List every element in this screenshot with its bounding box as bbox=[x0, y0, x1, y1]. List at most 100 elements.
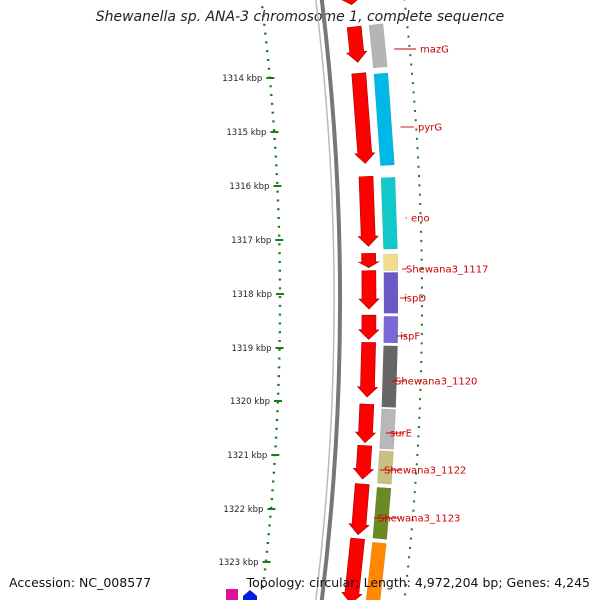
gene-block[interactable] bbox=[372, 486, 392, 540]
outer-tick bbox=[406, 574, 409, 577]
gene-label-mazG[interactable]: mazG bbox=[420, 45, 449, 56]
inner-tick bbox=[272, 480, 275, 483]
outer-tick bbox=[420, 249, 423, 252]
inner-tick bbox=[267, 533, 270, 536]
inner-tick bbox=[278, 304, 282, 307]
gene-block[interactable] bbox=[383, 272, 399, 314]
inner-tick bbox=[266, 542, 270, 544]
outer-tick bbox=[405, 17, 408, 20]
gene-block[interactable] bbox=[381, 345, 398, 408]
gene-label-surE[interactable]: surE bbox=[390, 429, 412, 440]
topology-summary: Topology: circular; Length: 4,972,204 bp… bbox=[246, 575, 590, 590]
inner-tick bbox=[276, 199, 280, 202]
forward-gene-arrow[interactable] bbox=[354, 403, 377, 444]
inner-tick bbox=[278, 313, 282, 316]
gene-label-Shewana3_1123[interactable]: Shewana3_1123 bbox=[378, 514, 460, 525]
inner-tick bbox=[278, 331, 281, 334]
inner-tick bbox=[274, 146, 277, 149]
outer-tick bbox=[415, 128, 418, 131]
inner-tick bbox=[277, 217, 280, 220]
gene-label-Shewana3_1122[interactable]: Shewana3_1122 bbox=[384, 466, 466, 477]
inner-tick bbox=[266, 58, 270, 61]
inner-tick bbox=[272, 471, 276, 474]
forward-gene-arrow[interactable] bbox=[356, 342, 379, 398]
forward-gene-arrow[interactable] bbox=[358, 314, 380, 340]
inner-tick bbox=[273, 137, 276, 140]
inner-tick bbox=[274, 436, 278, 439]
outer-tick bbox=[415, 137, 418, 140]
inner-tick bbox=[270, 94, 273, 97]
inner-tick bbox=[273, 462, 276, 465]
outer-tick bbox=[411, 519, 414, 522]
gene-label-pyrG[interactable]: pyrG bbox=[418, 123, 442, 134]
gene-block[interactable] bbox=[368, 23, 388, 69]
outer-tick bbox=[420, 268, 423, 271]
forward-gene-arrow[interactable] bbox=[348, 483, 370, 536]
inner-tick bbox=[274, 445, 277, 448]
outer-tick bbox=[414, 481, 417, 484]
outer-tick bbox=[418, 416, 421, 419]
gene-block[interactable] bbox=[377, 450, 394, 485]
inner-tick bbox=[278, 357, 281, 360]
forward-gene-arrow[interactable] bbox=[357, 175, 379, 247]
inner-tick bbox=[269, 515, 272, 518]
kbp-tick-label: 1323 kbp bbox=[218, 558, 258, 568]
outer-tick bbox=[420, 295, 423, 298]
gene-label-ispD[interactable]: ispD bbox=[404, 294, 426, 305]
gene-label-Shewana3_1117[interactable]: Shewana3_1117 bbox=[406, 265, 488, 276]
gene-label-Shewana3_1120[interactable]: Shewana3_1120 bbox=[395, 377, 477, 388]
forward-gene-arrow[interactable] bbox=[357, 253, 380, 268]
outer-tick bbox=[419, 212, 422, 215]
forward-gene-arrow[interactable] bbox=[358, 270, 380, 310]
gene-block[interactable] bbox=[383, 253, 399, 271]
outer-tick bbox=[404, 7, 407, 10]
outer-tick bbox=[416, 444, 419, 447]
inner-tick bbox=[278, 348, 281, 351]
gene-label-ispF[interactable]: ispF bbox=[400, 332, 420, 343]
forward-gene-arrow[interactable] bbox=[352, 444, 375, 480]
inner-tick bbox=[277, 225, 281, 228]
kbp-tick-label: 1322 kbp bbox=[223, 505, 263, 515]
inner-tick bbox=[276, 410, 279, 413]
chromosome-backbone bbox=[319, 0, 342, 600]
inner-tick bbox=[272, 120, 275, 123]
outer-tick bbox=[413, 491, 416, 494]
forward-gene-arrow[interactable] bbox=[351, 72, 376, 164]
outer-tick bbox=[406, 26, 409, 29]
gene-block[interactable] bbox=[365, 541, 387, 600]
inner-tick bbox=[271, 111, 274, 114]
forward-gene-arrow[interactable] bbox=[346, 25, 368, 63]
outer-tick bbox=[412, 91, 415, 94]
inner-tick bbox=[268, 524, 271, 527]
inner-tick bbox=[278, 269, 282, 272]
inner-tick bbox=[277, 383, 280, 386]
inner-tick bbox=[261, 585, 265, 588]
outer-tick bbox=[417, 165, 420, 168]
outer-tick bbox=[420, 240, 423, 243]
forward-gene-arrow[interactable] bbox=[341, 537, 365, 600]
inner-tick bbox=[275, 419, 279, 422]
outer-tick bbox=[404, 593, 407, 596]
gene-label-eno[interactable]: eno bbox=[411, 214, 430, 225]
gene-block[interactable] bbox=[383, 316, 399, 344]
outer-tick bbox=[420, 258, 423, 261]
inner-tick bbox=[275, 173, 278, 176]
kbp-tick-label: 1319 kbp bbox=[231, 344, 271, 354]
map-title: Shewanella sp. ANA-3 chromosome 1, compl… bbox=[95, 9, 505, 25]
inner-tick bbox=[263, 23, 266, 26]
outer-tick bbox=[418, 193, 421, 196]
outer-tick bbox=[419, 398, 422, 401]
outer-tick bbox=[420, 360, 423, 363]
inner-tick bbox=[277, 208, 280, 211]
gene-block[interactable] bbox=[379, 408, 396, 450]
partial-gene-block bbox=[226, 589, 238, 600]
inner-tick bbox=[271, 489, 274, 492]
inner-tick bbox=[269, 506, 273, 509]
gene-block[interactable] bbox=[373, 72, 395, 166]
inner-tick bbox=[270, 102, 274, 105]
inner-tick bbox=[278, 252, 281, 255]
inner-tick bbox=[275, 164, 278, 167]
outer-tick bbox=[419, 221, 422, 224]
gene-block[interactable] bbox=[380, 176, 398, 250]
forward-gene-arrow[interactable] bbox=[341, 0, 361, 5]
